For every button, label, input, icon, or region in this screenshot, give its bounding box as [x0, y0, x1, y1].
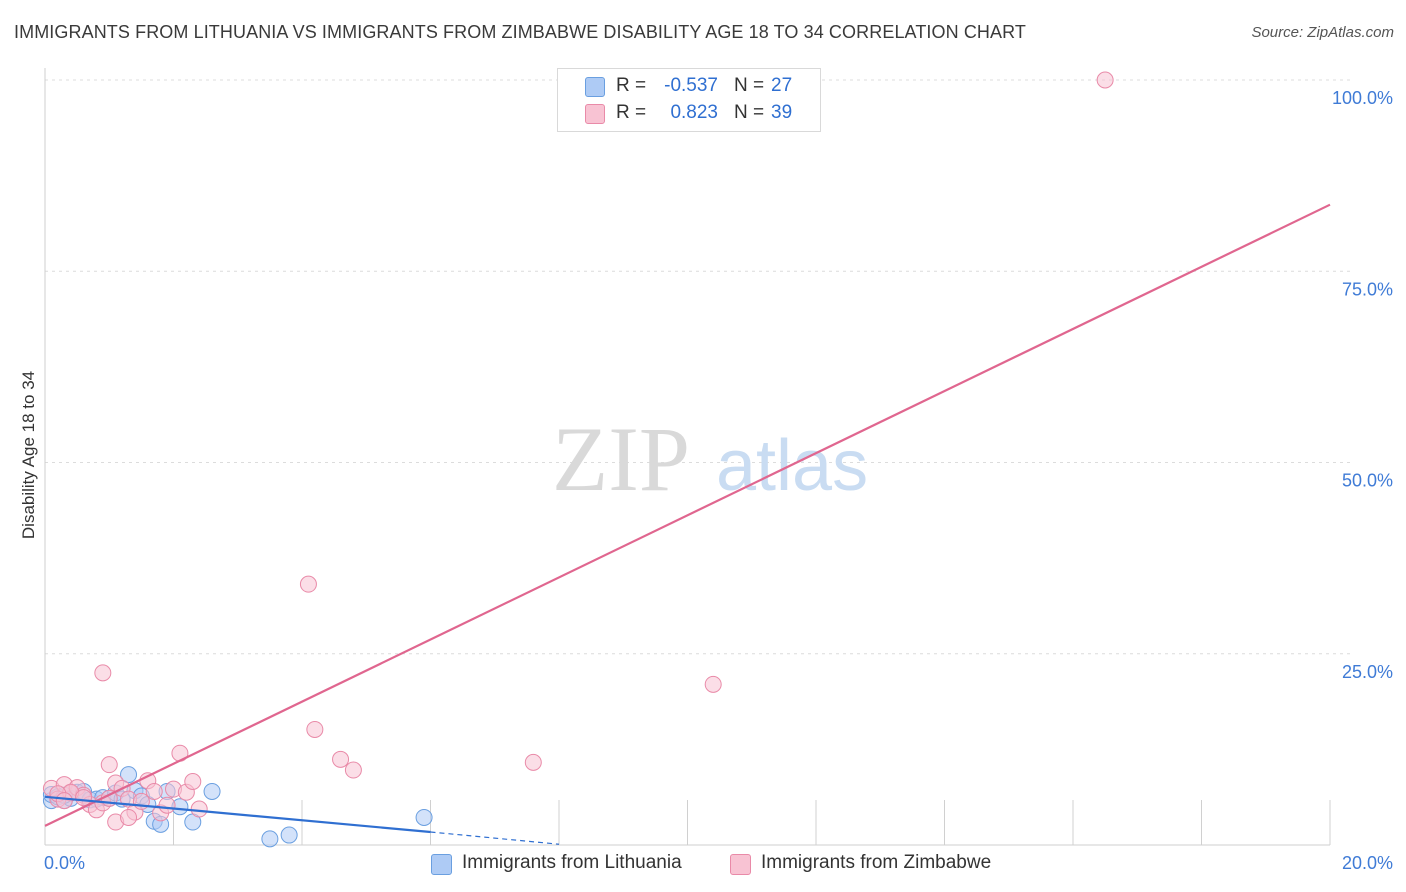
legend-row-lithuania: R = -0.537 N = 27	[558, 73, 820, 100]
lithuania-point	[280, 826, 298, 844]
zimbabwe-point	[100, 756, 118, 774]
bottom-legend-label: Immigrants from Lithuania	[462, 852, 682, 873]
zimbabwe-point	[94, 664, 112, 682]
zimbabwe-trend-line	[44, 203, 1331, 827]
zimbabwe-point	[1096, 71, 1114, 89]
zimbabwe-point	[306, 720, 324, 738]
lithuania-point	[415, 808, 433, 826]
watermark-zip: ZIP	[552, 408, 690, 510]
zimbabwe-point	[75, 789, 93, 807]
lithuania-trend-line	[44, 795, 431, 834]
zimbabwe-point	[158, 796, 176, 814]
zimbabwe-point	[704, 675, 722, 693]
legend-r-label: R =	[616, 102, 647, 123]
legend-n-label: N =	[734, 102, 765, 123]
legend-r-value: 0.823	[670, 102, 718, 123]
zimbabwe-point	[55, 792, 73, 810]
chart-title: IMMIGRANTS FROM LITHUANIA VS IMMIGRANTS …	[14, 22, 1026, 42]
x-tick-label: 0.0%	[44, 853, 85, 873]
legend-row-zimbabwe: R = 0.823 N = 39	[558, 100, 820, 127]
y-axis-label: Disability Age 18 to 34	[19, 371, 38, 539]
bottom-legend-swatch-lithuania	[431, 854, 452, 875]
legend-r-value: -0.537	[664, 75, 718, 96]
legend-n-value: 39	[771, 102, 793, 123]
correlation-legend: R = -0.537 N = 27 R = 0.823 N = 39	[557, 68, 821, 132]
trend-layer	[44, 203, 1331, 845]
legend-n-label: N =	[734, 75, 765, 96]
bottom-legend-swatch-zimbabwe	[730, 854, 751, 875]
source-credit: Source: ZipAtlas.com	[1251, 24, 1394, 41]
lithuania-point	[261, 830, 279, 848]
zimbabwe-point	[120, 808, 138, 826]
y-tick-label: 50.0%	[1342, 471, 1393, 491]
legend-r-label: R =	[616, 75, 647, 96]
y-tick-label: 75.0%	[1342, 279, 1393, 299]
zimbabwe-point	[332, 750, 350, 768]
lithuania-trend-extension	[430, 831, 560, 845]
tick-layer: 25.0% 50.0% 75.0% 100.0% 0.0% 20.0%	[44, 88, 1393, 873]
zimbabwe-point	[190, 800, 208, 818]
lithuania-point	[203, 782, 221, 800]
zimbabwe-point	[524, 753, 542, 771]
zimbabwe-point	[344, 761, 362, 779]
bottom-legend-label: Immigrants from Zimbabwe	[761, 852, 992, 873]
zimbabwe-point	[145, 782, 163, 800]
y-tick-label: 25.0%	[1342, 662, 1393, 682]
y-tick-label: 100.0%	[1332, 88, 1393, 108]
legend-swatch-zimbabwe	[585, 104, 605, 124]
zimbabwe-point	[299, 575, 317, 593]
legend-n-value: 27	[771, 75, 793, 96]
zimbabwe-point	[184, 773, 202, 791]
legend-swatch-lithuania	[585, 77, 605, 97]
lithuania-point	[120, 766, 138, 784]
x-tick-label: 20.0%	[1342, 853, 1393, 873]
grid-layer	[44, 68, 1350, 846]
